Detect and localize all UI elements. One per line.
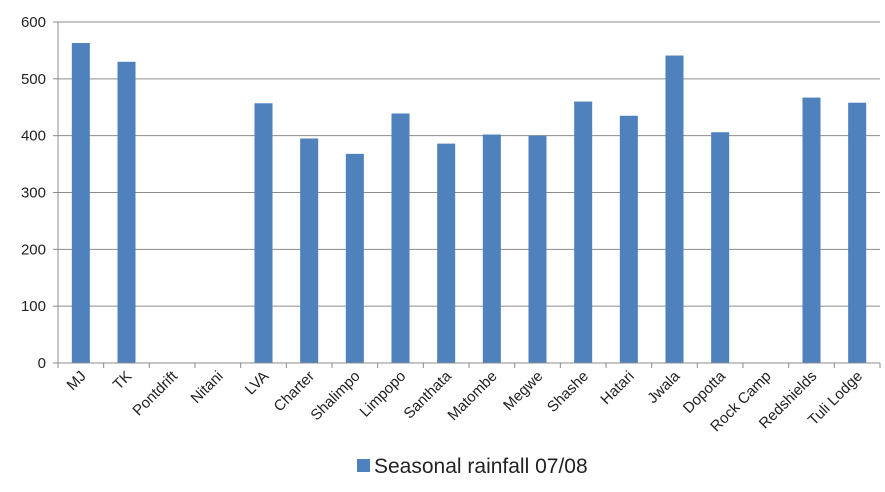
legend-swatch bbox=[357, 459, 370, 472]
bar-series bbox=[71, 43, 867, 364]
y-tick-label: 600 bbox=[21, 14, 46, 31]
x-tick-label: Limpopo bbox=[357, 368, 410, 421]
y-tick-label: 300 bbox=[21, 185, 46, 202]
bar bbox=[802, 97, 821, 364]
y-tick-label: 200 bbox=[21, 241, 46, 258]
bar bbox=[71, 43, 90, 364]
y-tick-label: 500 bbox=[21, 71, 46, 88]
bar bbox=[345, 153, 364, 363]
legend-label: Seasonal rainfall 07/08 bbox=[374, 455, 588, 478]
x-tick-label: Nitani bbox=[188, 368, 227, 407]
x-tick-label: MJ bbox=[63, 368, 89, 394]
x-tick-label: Shashe bbox=[544, 368, 592, 416]
x-tick-label: Pontdrift bbox=[129, 367, 181, 419]
legend: Seasonal rainfall 07/08 bbox=[357, 455, 588, 478]
x-tick-label: LVA bbox=[242, 368, 273, 399]
bar bbox=[848, 102, 867, 363]
bar bbox=[117, 61, 136, 364]
bar bbox=[574, 101, 593, 364]
y-tick-label: 100 bbox=[21, 298, 46, 315]
x-tick-label: Matombe bbox=[444, 368, 500, 424]
x-tick-label: TK bbox=[110, 368, 136, 394]
bar bbox=[482, 134, 501, 363]
bar bbox=[437, 143, 456, 363]
x-tick-label: Jwala bbox=[644, 367, 684, 407]
x-tick-label: Shalimpo bbox=[307, 368, 363, 424]
bar bbox=[391, 113, 410, 363]
bar bbox=[665, 55, 684, 363]
bar bbox=[254, 103, 273, 363]
y-tick-label: 0 bbox=[38, 355, 46, 372]
bar bbox=[300, 138, 319, 363]
x-tick-label: Hatari bbox=[597, 368, 637, 408]
bar bbox=[711, 132, 730, 363]
y-axis-ticks: 0 100 200 300 400 500 600 bbox=[21, 14, 58, 372]
bar bbox=[619, 115, 638, 364]
y-tick-label: 400 bbox=[21, 128, 46, 145]
x-tick-label: Megwe bbox=[500, 368, 546, 414]
gridlines bbox=[58, 21, 880, 364]
bar bbox=[528, 135, 547, 363]
